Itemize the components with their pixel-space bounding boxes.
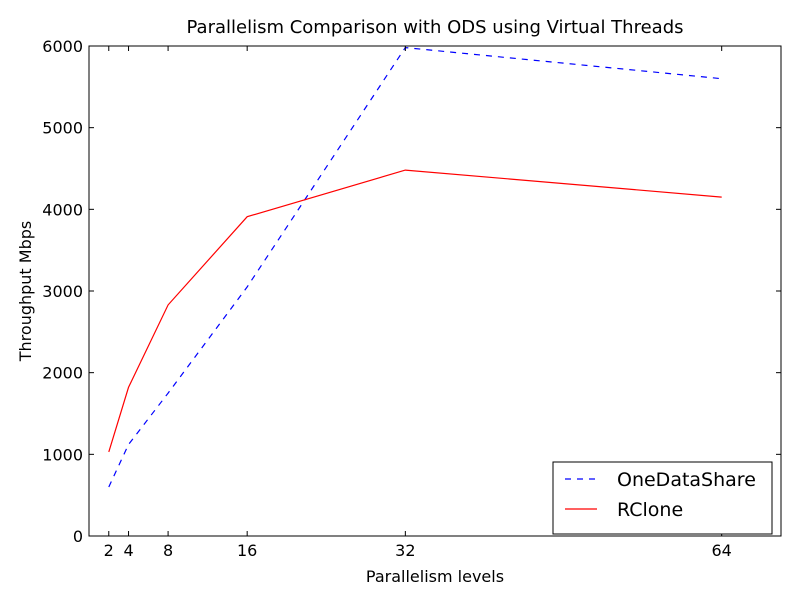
x-tick-label: 32 — [395, 541, 415, 560]
y-tick-label: 3000 — [42, 282, 83, 301]
x-tick-label: 8 — [163, 541, 173, 560]
y-tick-label: 6000 — [42, 37, 83, 56]
legend-label-rclone: RClone — [617, 499, 683, 521]
y-tick-label: 4000 — [42, 200, 83, 219]
y-axis-label: Throughput Mbps — [16, 221, 35, 362]
plot-background — [89, 46, 781, 536]
legend-label-onedatashare: OneDataShare — [617, 469, 756, 491]
chart-title: Parallelism Comparison with ODS using Vi… — [187, 17, 684, 38]
x-tick-label: 16 — [237, 541, 257, 560]
plot-area — [89, 46, 781, 536]
x-tick-label: 64 — [712, 541, 732, 560]
series-line-rclone — [108, 169, 722, 453]
axes-layer: 2 4 8 16 32 64 0 1000 2000 3000 4000 5000 6000 — [42, 37, 782, 560]
series-line-onedatashare — [108, 46, 722, 488]
x-tick-label: 2 — [104, 541, 114, 560]
y-tick-label: 1000 — [42, 445, 83, 464]
legend-box — [552, 461, 773, 535]
x-tick-label: 4 — [123, 541, 133, 560]
x-axis-label: Parallelism levels — [366, 567, 504, 586]
y-tick-label: 5000 — [42, 119, 83, 138]
legend: OneDataShare RClone — [552, 461, 773, 535]
y-tick-label: 2000 — [42, 364, 83, 383]
y-tick-label: 0 — [73, 527, 83, 546]
series-layer — [108, 46, 722, 488]
